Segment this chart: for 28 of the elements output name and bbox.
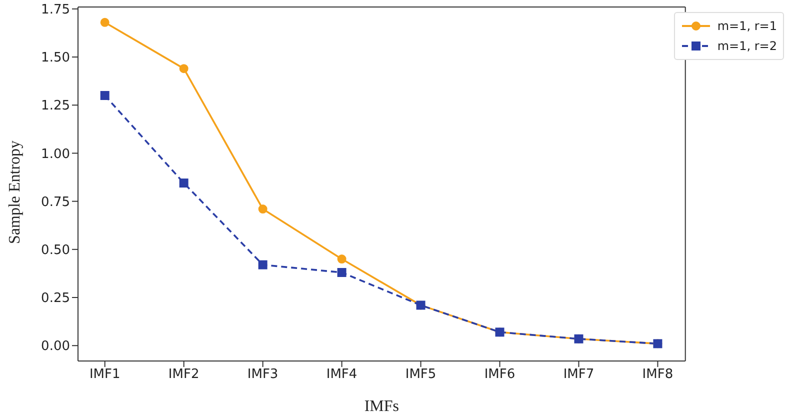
x-tick-label: IMF8 (642, 367, 674, 382)
legend-label: m=1, r=2 (717, 39, 777, 53)
legend-label: m=1, r=1 (717, 19, 777, 33)
x-tick-label: IMF7 (563, 367, 594, 382)
point (179, 64, 188, 74)
x-tick-label: IMF6 (484, 367, 516, 382)
x-tick-label: IMF1 (89, 367, 120, 382)
x-tick-label: IMF3 (247, 367, 278, 382)
point (100, 18, 110, 27)
y-tick-label: 1.25 (41, 98, 70, 114)
x-tick-label: IMF4 (326, 367, 358, 382)
point (337, 268, 346, 277)
point (258, 204, 268, 214)
x-tick-label: IMF2 (168, 367, 200, 382)
y-tick-label: 0.75 (41, 194, 70, 210)
y-axis-title: Sample Entropy (6, 140, 24, 244)
y-tick-label: 0.00 (41, 339, 70, 354)
point (258, 260, 268, 270)
point (100, 91, 110, 100)
y-tick-label: 1.50 (41, 50, 70, 66)
y-tick-label: 1.75 (41, 2, 70, 18)
y-tick-label: 1.00 (41, 146, 70, 162)
point (337, 254, 346, 264)
y-tick-label: 0.50 (41, 243, 70, 258)
y-tick-label: 0.25 (41, 291, 70, 306)
point (179, 178, 188, 188)
x-tick-label: IMF5 (405, 367, 436, 382)
x-axis-title: IMFs (364, 398, 400, 413)
